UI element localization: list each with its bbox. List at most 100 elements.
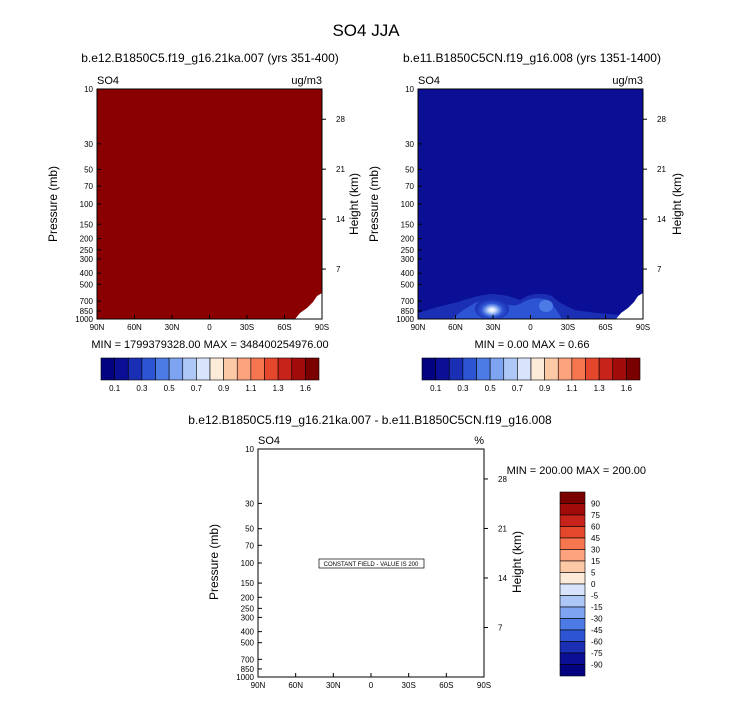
panel-1-units: ug/m3: [291, 75, 322, 87]
colorbar-swatch: [585, 357, 600, 381]
pressure-tick-label: 200: [401, 235, 415, 244]
lat-tick-label: 60N: [448, 323, 463, 332]
pressure-tick-label: 700: [241, 655, 255, 664]
panel-2-title: b.e11.B1850C5CN.f19_g16.008 (yrs 1351-14…: [403, 51, 661, 65]
lat-tick-label: 90S: [477, 681, 491, 690]
pressure-tick-label: 700: [401, 297, 415, 306]
height-tick-label: 28: [657, 115, 666, 124]
pressure-tick-label: 100: [401, 200, 415, 209]
lat-tick-label: 30N: [326, 681, 341, 690]
pressure-tick-label: 500: [241, 639, 255, 648]
colorbar-swatch: [476, 357, 491, 381]
pressure-tick-label: 30: [405, 140, 414, 149]
colorbar-swatch: [612, 357, 627, 381]
lat-tick-label: 30S: [402, 681, 416, 690]
colorbar-swatch: [559, 664, 586, 677]
colorbar-swatch: [559, 595, 586, 608]
colorbar-label: -75: [591, 649, 603, 658]
panel-1-height-label: Height (km): [347, 173, 361, 235]
colorbar-label: -30: [591, 615, 603, 624]
colorbar-label: 0.1: [109, 384, 121, 393]
lat-tick-label: 60S: [277, 323, 291, 332]
panel-1-title: b.e12.B1850C5.f19_g16.21ka.007 (yrs 351-…: [81, 51, 339, 65]
lat-tick-label: 90S: [636, 323, 650, 332]
colorbar-label: 0.7: [512, 384, 524, 393]
panel-3-x-axis: 90N 60N 30N 0 30S 60S 90S: [251, 673, 491, 690]
colorbar-label: 30: [591, 546, 600, 555]
panel-3-height-label: Height (km): [510, 531, 524, 593]
lat-tick-label: 90N: [251, 681, 266, 690]
colorbar-swatch: [544, 357, 559, 381]
pressure-tick-label: 850: [80, 307, 94, 316]
lat-tick-label: 60S: [439, 681, 453, 690]
pressure-tick-label: 50: [84, 165, 93, 174]
panel-1-height-axis: 28 21 14 7: [322, 115, 345, 274]
colorbar-swatch: [155, 357, 170, 381]
colorbar-label: 1.6: [621, 384, 633, 393]
lat-tick-label: 30N: [486, 323, 501, 332]
colorbar-label: -90: [591, 661, 603, 670]
colorbar-swatch: [559, 491, 586, 504]
colorbar-label: 0: [591, 580, 596, 589]
pressure-tick-label: 250: [80, 246, 94, 255]
pressure-tick-label: 850: [401, 307, 415, 316]
colorbar-swatch: [236, 357, 252, 381]
colorbar-swatch: [503, 357, 518, 381]
colorbar-label: 0.1: [430, 384, 442, 393]
colorbar-label: 15: [591, 557, 600, 566]
pressure-tick-label: 1000: [236, 673, 254, 682]
colorbar-label: 75: [591, 511, 600, 520]
colorbar-swatch: [264, 357, 279, 381]
lat-tick-label: 30S: [240, 323, 254, 332]
lat-tick-label: 0: [207, 323, 212, 332]
pressure-tick-label: 50: [405, 165, 414, 174]
colorbar-label: -60: [591, 638, 603, 647]
panel-2-secondary: [539, 300, 553, 312]
colorbar-label: -5: [591, 592, 599, 601]
colorbar-label: 1.1: [245, 384, 257, 393]
pressure-tick-label: 300: [80, 255, 94, 264]
pressure-tick-label: 200: [80, 235, 94, 244]
colorbar-label: 0.7: [191, 384, 203, 393]
colorbar-label: 0.9: [539, 384, 551, 393]
panel-2-height-axis: 28 21 14 7: [643, 115, 666, 274]
colorbar-swatch: [559, 583, 586, 596]
pressure-tick-label: 10: [405, 85, 414, 94]
pressure-tick-label: 850: [241, 665, 255, 674]
colorbar-swatch: [598, 357, 614, 381]
panel-3-units: %: [474, 435, 484, 447]
colorbar-swatch: [559, 514, 586, 527]
colorbar-swatch: [530, 357, 545, 381]
pressure-tick-label: 300: [401, 255, 415, 264]
panel-2-units: ug/m3: [612, 75, 643, 87]
colorbar-swatch: [435, 357, 450, 381]
colorbar-swatch: [209, 357, 224, 381]
pressure-tick-label: 1000: [396, 315, 414, 324]
pressure-tick-label: 150: [241, 579, 255, 588]
panel-2: b.e11.B1850C5CN.f19_g16.008 (yrs 1351-14…: [367, 51, 684, 351]
lat-tick-label: 90S: [315, 323, 329, 332]
pressure-tick-label: 250: [241, 604, 255, 613]
pressure-tick-label: 1000: [75, 315, 93, 324]
colorbar-label: 0.3: [457, 384, 469, 393]
panel-1-terrain-mask: [295, 293, 322, 319]
lat-tick-label: 60N: [288, 681, 303, 690]
colorbar-swatch: [291, 357, 306, 381]
height-tick-label: 21: [498, 524, 507, 533]
pressure-tick-label: 10: [245, 445, 254, 454]
colorbar-swatch: [557, 357, 573, 381]
colorbar-label: -15: [591, 603, 603, 612]
colorbar-swatch: [559, 572, 586, 585]
pressure-tick-label: 250: [401, 246, 415, 255]
height-tick-label: 7: [498, 623, 503, 632]
colorbar-swatch: [462, 357, 477, 381]
colorbar-label: 90: [591, 500, 600, 509]
colorbar-label: 5: [591, 569, 596, 578]
pressure-tick-label: 500: [80, 280, 94, 289]
colorbar-swatch: [305, 357, 320, 381]
height-tick-label: 14: [657, 215, 666, 224]
pressure-tick-label: 400: [80, 269, 94, 278]
panel-1-ylabel: Pressure (mb): [46, 166, 60, 242]
